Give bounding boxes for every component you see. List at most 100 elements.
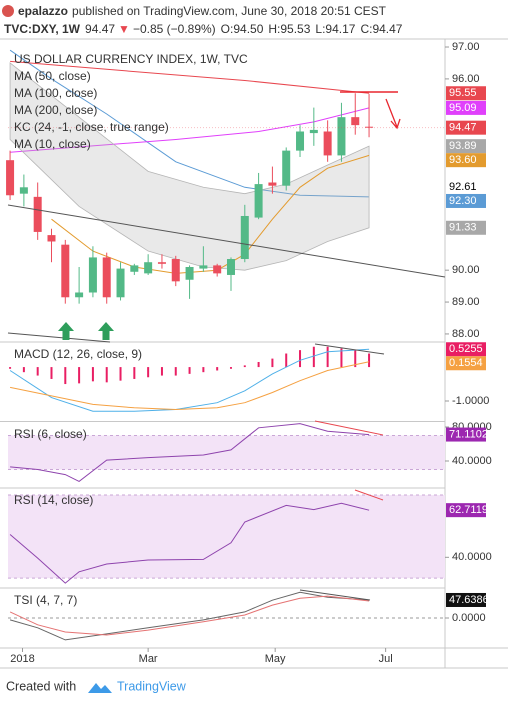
up-arrow-drawing bbox=[98, 322, 114, 340]
histogram-bar bbox=[340, 348, 343, 368]
candle-body bbox=[116, 268, 125, 298]
histogram-bar bbox=[216, 367, 219, 371]
candle-body bbox=[282, 150, 291, 186]
histogram-bar bbox=[326, 346, 329, 368]
indicator-line bbox=[9, 49, 370, 198]
rsi-band bbox=[8, 435, 445, 470]
price-label-box bbox=[446, 100, 486, 115]
last-price: 94.47 bbox=[85, 22, 115, 36]
price-label-box bbox=[446, 120, 486, 135]
legend-entry: MA (200, close) bbox=[14, 103, 97, 117]
histogram-bar bbox=[119, 367, 122, 381]
price-label: 93.89 bbox=[449, 140, 477, 152]
histogram-bar bbox=[368, 353, 371, 368]
candle-body bbox=[88, 257, 97, 293]
y-tick-label: 89.00 bbox=[452, 296, 480, 308]
candle-body bbox=[61, 244, 70, 298]
drawings bbox=[7, 91, 446, 601]
x-tick-label: Jul bbox=[379, 653, 393, 665]
histogram-bar bbox=[160, 367, 163, 376]
y-tick-label: 90.00 bbox=[452, 264, 480, 276]
histogram-bar bbox=[91, 367, 94, 382]
published: published on TradingView.com, June 30, 2… bbox=[72, 4, 387, 18]
histogram-bar bbox=[105, 367, 108, 383]
histogram-bar bbox=[271, 358, 274, 368]
price-label: 0.5255 bbox=[449, 343, 483, 355]
candle-body bbox=[185, 266, 194, 280]
x-tick-label: Mar bbox=[139, 653, 158, 665]
price-label: 92.30 bbox=[449, 195, 477, 207]
legend-entry: KC (24, -1, close, true range) bbox=[14, 120, 169, 134]
down-arrow: ▼ bbox=[118, 22, 130, 36]
divergence-line bbox=[354, 489, 384, 501]
candle-body bbox=[337, 117, 346, 156]
created-with: Created with bbox=[6, 679, 76, 693]
histogram-bar bbox=[174, 367, 177, 376]
candle-body bbox=[157, 262, 166, 264]
price-label-box bbox=[446, 592, 486, 607]
price-label-box bbox=[446, 503, 486, 518]
histogram-bar bbox=[9, 367, 12, 369]
divergence-line bbox=[314, 343, 385, 355]
histogram-bar bbox=[243, 365, 246, 368]
legend-entry: MA (50, close) bbox=[14, 69, 91, 83]
price-label-box bbox=[446, 193, 486, 208]
histogram-bar bbox=[147, 367, 150, 378]
histogram-bar bbox=[354, 350, 357, 368]
price-label-box bbox=[446, 86, 486, 101]
y-tick-label: 96.00 bbox=[452, 73, 480, 85]
price-label: 47.6386 bbox=[449, 594, 489, 606]
candle-body bbox=[240, 215, 249, 260]
rsi-band bbox=[8, 495, 445, 579]
low: L:94.17 bbox=[315, 22, 355, 36]
candle-body bbox=[254, 184, 263, 218]
chart-title: US DOLLAR CURRENCY INDEX, 1W, TVC bbox=[14, 52, 248, 66]
y-tick-label: -1.0000 bbox=[452, 395, 489, 407]
histogram-bar bbox=[229, 367, 232, 369]
brand-logo bbox=[88, 683, 112, 693]
up-arrow-drawing bbox=[58, 322, 74, 340]
indicator-line bbox=[10, 60, 370, 94]
indicator-line bbox=[9, 502, 370, 584]
price-label-box bbox=[446, 139, 486, 154]
user: epalazzo bbox=[18, 4, 68, 18]
candle-body bbox=[199, 265, 208, 269]
indicator-line bbox=[9, 361, 370, 411]
price-label: 71.1102 bbox=[449, 428, 488, 440]
candle-body bbox=[33, 196, 42, 232]
y-tick-label: 0.0000 bbox=[452, 612, 486, 624]
legend-entry: MA (100, close) bbox=[14, 86, 97, 100]
price-label: 93.60 bbox=[449, 154, 477, 166]
candle-body bbox=[226, 259, 235, 275]
avatar bbox=[2, 5, 14, 17]
price-label: 95.09 bbox=[449, 102, 477, 114]
trend-line bbox=[7, 332, 111, 343]
down-arrow-drawing bbox=[385, 98, 401, 130]
open: O:94.50 bbox=[221, 22, 264, 36]
histogram-bar bbox=[50, 367, 53, 379]
candle-body bbox=[309, 129, 318, 134]
price-label: 62.7119 bbox=[449, 504, 488, 516]
histogram-bar bbox=[188, 367, 191, 374]
indicator-line bbox=[10, 107, 370, 153]
candle-body bbox=[130, 265, 139, 272]
indicator-line bbox=[9, 348, 370, 412]
price-label-box bbox=[446, 427, 486, 442]
candle-body bbox=[365, 126, 374, 128]
y-tick-label: 88.00 bbox=[452, 328, 480, 340]
histogram-bar bbox=[36, 367, 39, 376]
candle-body bbox=[144, 262, 153, 274]
price-label: 91.33 bbox=[449, 222, 477, 234]
brand[interactable]: TradingView bbox=[117, 679, 187, 693]
high: H:95.53 bbox=[268, 22, 310, 36]
trend-line bbox=[7, 204, 446, 278]
histogram-bar bbox=[22, 367, 25, 373]
pane-title: RSI (14, close) bbox=[14, 493, 93, 507]
indicator-line bbox=[9, 591, 370, 641]
candle-body bbox=[323, 131, 332, 156]
candle-body bbox=[171, 259, 180, 282]
divergence-line bbox=[314, 420, 384, 436]
price-label: 94.47 bbox=[449, 122, 477, 134]
price-label-box bbox=[446, 342, 486, 357]
